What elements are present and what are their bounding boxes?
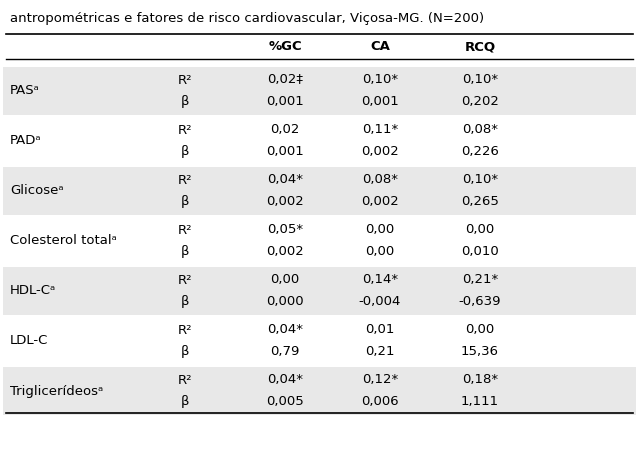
Text: 0,006: 0,006 — [361, 396, 399, 408]
Text: 0,04*: 0,04* — [267, 373, 303, 387]
Text: 0,10*: 0,10* — [462, 74, 498, 86]
Text: -0,639: -0,639 — [459, 295, 501, 309]
Text: CA: CA — [370, 41, 390, 53]
Text: -0,004: -0,004 — [359, 295, 401, 309]
Text: Glicoseᵃ: Glicoseᵃ — [10, 185, 64, 197]
Text: PASᵃ: PASᵃ — [10, 84, 40, 98]
Text: 0,00: 0,00 — [465, 224, 495, 236]
Text: PADᵃ: PADᵃ — [10, 135, 42, 147]
Text: R²: R² — [178, 74, 192, 86]
Text: R²: R² — [178, 174, 192, 186]
Text: R²: R² — [178, 373, 192, 387]
FancyBboxPatch shape — [3, 317, 636, 365]
Text: 0,202: 0,202 — [461, 95, 499, 109]
Text: 0,001: 0,001 — [361, 95, 399, 109]
Text: 0,00: 0,00 — [366, 245, 395, 259]
FancyBboxPatch shape — [3, 217, 636, 265]
Text: 0,00: 0,00 — [366, 224, 395, 236]
Text: 0,002: 0,002 — [266, 195, 304, 209]
Text: 0,005: 0,005 — [266, 396, 304, 408]
FancyBboxPatch shape — [3, 267, 636, 315]
Text: 0,08*: 0,08* — [462, 124, 498, 136]
Text: 0,002: 0,002 — [361, 145, 399, 159]
FancyBboxPatch shape — [3, 67, 636, 115]
FancyBboxPatch shape — [3, 367, 636, 415]
Text: %GC: %GC — [268, 41, 302, 53]
Text: 0,02: 0,02 — [270, 124, 300, 136]
Text: R²: R² — [178, 323, 192, 337]
Text: β: β — [181, 95, 189, 109]
Text: β: β — [181, 145, 189, 159]
Text: β: β — [181, 346, 189, 359]
Text: β: β — [181, 245, 189, 259]
Text: 0,08*: 0,08* — [362, 174, 398, 186]
Text: 0,04*: 0,04* — [267, 323, 303, 337]
Text: 0,79: 0,79 — [270, 346, 300, 359]
Text: 0,11*: 0,11* — [362, 124, 398, 136]
Text: 0,002: 0,002 — [361, 195, 399, 209]
Text: 0,10*: 0,10* — [362, 74, 398, 86]
Text: β: β — [181, 396, 189, 408]
Text: 0,04*: 0,04* — [267, 174, 303, 186]
Text: 0,18*: 0,18* — [462, 373, 498, 387]
Text: 0,002: 0,002 — [266, 245, 304, 259]
Text: 1,111: 1,111 — [461, 396, 499, 408]
Text: 0,14*: 0,14* — [362, 273, 398, 287]
Text: 15,36: 15,36 — [461, 346, 499, 359]
Text: 0,02‡: 0,02‡ — [267, 74, 303, 86]
Text: antropométricas e fatores de risco cardiovascular, Viçosa-MG. (N=200): antropométricas e fatores de risco cardi… — [10, 12, 484, 25]
Text: LDL-C: LDL-C — [10, 335, 49, 347]
Text: RCQ: RCQ — [465, 41, 496, 53]
Text: 0,10*: 0,10* — [462, 174, 498, 186]
Text: 0,001: 0,001 — [266, 95, 304, 109]
Text: Colesterol totalᵃ: Colesterol totalᵃ — [10, 235, 117, 247]
Text: 0,12*: 0,12* — [362, 373, 398, 387]
FancyBboxPatch shape — [3, 117, 636, 165]
FancyBboxPatch shape — [3, 167, 636, 215]
Text: 0,00: 0,00 — [465, 323, 495, 337]
Text: 0,05*: 0,05* — [267, 224, 303, 236]
Text: 0,265: 0,265 — [461, 195, 499, 209]
Text: 0,00: 0,00 — [270, 273, 300, 287]
Text: 0,21: 0,21 — [366, 346, 395, 359]
Text: HDL-Cᵃ: HDL-Cᵃ — [10, 285, 56, 297]
Text: β: β — [181, 195, 189, 209]
Text: 0,01: 0,01 — [366, 323, 395, 337]
Text: 0,001: 0,001 — [266, 145, 304, 159]
Text: 0,226: 0,226 — [461, 145, 499, 159]
Text: β: β — [181, 295, 189, 309]
Text: R²: R² — [178, 224, 192, 236]
Text: 0,000: 0,000 — [266, 295, 304, 309]
Text: 0,21*: 0,21* — [462, 273, 498, 287]
Text: R²: R² — [178, 273, 192, 287]
Text: 0,010: 0,010 — [461, 245, 499, 259]
Text: R²: R² — [178, 124, 192, 136]
Text: Triglicerídeosᵃ: Triglicerídeosᵃ — [10, 385, 104, 397]
